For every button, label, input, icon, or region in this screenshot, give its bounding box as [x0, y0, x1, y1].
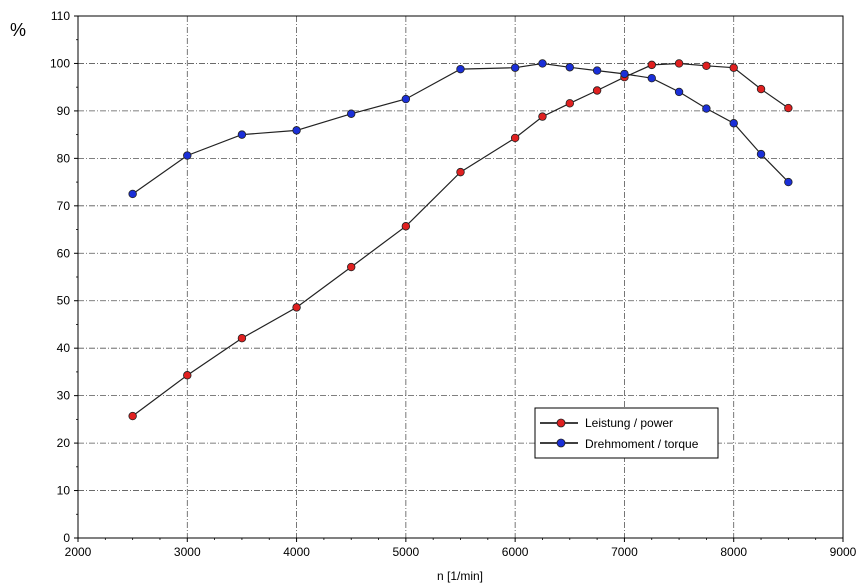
- data-point-torque: [183, 151, 192, 160]
- legend-label-power: Leistung / power: [585, 416, 673, 430]
- data-point-torque: [128, 189, 137, 199]
- series-power: [128, 59, 793, 421]
- data-point-power: [784, 103, 793, 113]
- x-tick-label: 2000: [65, 545, 92, 559]
- data-point-power: [183, 371, 192, 380]
- legend-marker-torque: [556, 438, 566, 448]
- y-tick-label: 30: [57, 389, 71, 403]
- data-point-power: [756, 84, 766, 94]
- grid: [78, 16, 843, 538]
- data-point-power: [674, 59, 684, 68]
- y-tick-label: 80: [57, 151, 71, 165]
- data-point-power: [702, 61, 711, 71]
- data-point-torque: [674, 87, 684, 97]
- data-point-power: [456, 167, 465, 177]
- y-tick-label: 70: [57, 199, 71, 213]
- x-tick-label: 5000: [393, 545, 420, 559]
- data-point-power: [401, 222, 411, 231]
- data-point-torque: [401, 94, 411, 104]
- data-point-torque: [510, 63, 520, 72]
- x-axis-label: n [1/min]: [437, 569, 483, 583]
- x-tick-label: 7000: [611, 545, 638, 559]
- legend-marker-power: [556, 418, 566, 428]
- data-point-power: [538, 112, 547, 121]
- plot-area-frame: [77, 15, 844, 539]
- x-tick-label: 3000: [174, 545, 201, 559]
- data-point-torque: [729, 119, 738, 128]
- data-point-torque: [565, 63, 574, 72]
- legend-label-torque: Drehmoment / torque: [585, 437, 699, 451]
- y-tick-label: 90: [57, 104, 71, 118]
- y-tick-label: 60: [57, 246, 71, 260]
- x-tick-label: 4000: [283, 545, 310, 559]
- y-axis-label: %: [10, 20, 26, 40]
- data-point-torque: [292, 126, 301, 135]
- data-point-torque: [620, 69, 629, 79]
- y-tick-label: 40: [57, 341, 71, 355]
- data-point-power: [237, 334, 247, 343]
- data-point-torque: [784, 177, 793, 187]
- x-tick-label: 8000: [720, 545, 747, 559]
- data-point-torque: [756, 149, 766, 159]
- data-point-power: [647, 60, 656, 70]
- y-tick-label: 50: [57, 294, 71, 308]
- x-tick-label: 6000: [502, 545, 529, 559]
- y-tick-label: 0: [63, 531, 70, 545]
- series: [128, 59, 793, 421]
- data-point-power: [565, 99, 574, 108]
- data-point-torque: [237, 130, 247, 139]
- legend-box: [534, 407, 719, 459]
- data-point-power: [729, 63, 738, 72]
- data-point-power: [347, 262, 356, 272]
- y-tick-label: 20: [57, 436, 71, 450]
- data-point-power: [292, 303, 301, 312]
- data-point-torque: [456, 64, 465, 74]
- series-line-power: [132, 62, 789, 417]
- y-tick-label: 110: [51, 9, 70, 23]
- minor-ticks: [74, 15, 844, 542]
- data-point-torque: [592, 66, 602, 75]
- y-tick-label: 10: [57, 484, 71, 498]
- y-tick-labels: 0 10 20 30 40 50 60 70 80 90 100 110: [50, 9, 70, 545]
- data-point-power: [510, 133, 520, 143]
- data-point-torque: [647, 73, 656, 83]
- series-torque: [128, 59, 793, 199]
- data-point-torque: [702, 104, 711, 113]
- series-line-torque: [132, 62, 789, 195]
- data-point-torque: [347, 109, 356, 118]
- data-point-power: [592, 86, 602, 95]
- data-point-torque: [538, 59, 547, 68]
- x-tick-label: 9000: [830, 545, 857, 559]
- y-tick-label: 100: [50, 56, 70, 70]
- x-tick-labels: 2000 3000 4000 5000 6000 7000 8000 9000: [65, 545, 857, 559]
- data-point-power: [128, 411, 137, 421]
- legend[interactable]: Leistung / power Drehmoment / torque: [534, 407, 719, 459]
